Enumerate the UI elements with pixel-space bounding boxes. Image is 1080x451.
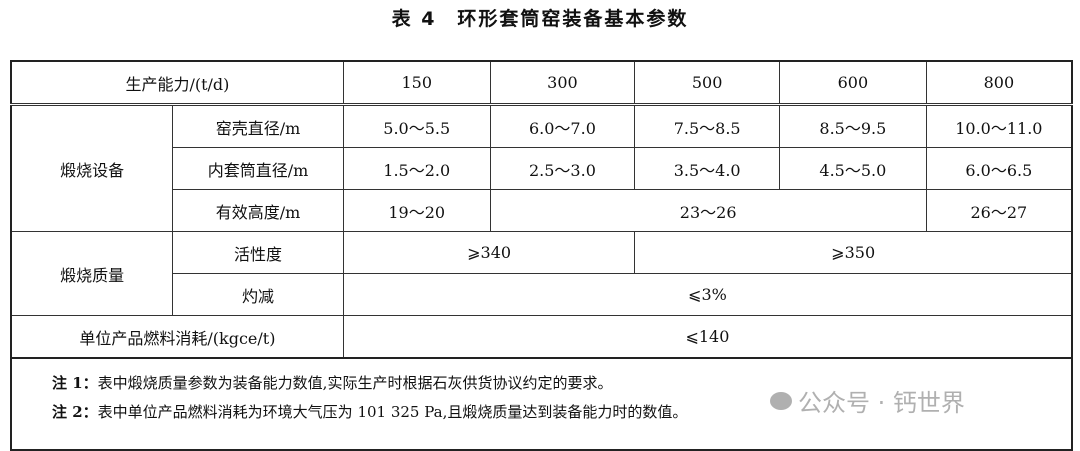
wechat-icon: [770, 391, 792, 410]
cell: 23～26: [489, 189, 927, 232]
table-row: 内套筒直径/m 1.5～2.0 2.5～3.0 3.5～4.0 4.5～5.0 …: [11, 147, 1073, 190]
note: 注 2：表中单位产品燃料消耗为环境大气压为 101 325 Pa,且煅烧质量达到…: [52, 403, 688, 421]
cell: 3.5～4.0: [634, 147, 781, 190]
table-row: 煅烧质量 活性度 ⩾340 ⩾350: [10, 231, 1073, 316]
capacity-cell: 500: [634, 60, 781, 106]
cell: ⩾340: [342, 231, 636, 274]
table-title: 表 4 环形套筒窑装备基本参数: [391, 8, 689, 30]
cell: 6.0～7.0: [489, 104, 636, 148]
cell: ⩽140: [342, 315, 1073, 359]
watermark: 公众号 · 钙世界: [770, 383, 965, 418]
cell: 10.0～11.0: [925, 104, 1073, 148]
capacity-cell: 600: [779, 60, 927, 106]
header-row: 生产能力/(t/d) 150 300 500 600 800: [10, 60, 1073, 106]
row-label: 窑壳直径/m: [172, 104, 344, 148]
notes: 注 1：表中煅烧质量参数为装备能力数值,实际生产时根据石灰供货协议约定的要求。 …: [10, 357, 1073, 451]
cell: 1.5～2.0: [342, 147, 491, 190]
parameters-table: 生产能力/(t/d) 150 300 500 600 800 煅烧设备 窑壳直径…: [10, 60, 1073, 451]
cell: 6.0～6.5: [925, 147, 1073, 190]
note: 注 1：表中煅烧质量参数为装备能力数值,实际生产时根据石灰供货协议约定的要求。: [52, 374, 613, 392]
group-label: 煅烧质量: [10, 231, 174, 316]
cell: 4.5～5.0: [779, 147, 927, 190]
table-row: 有效高度/m 19～20 23～26 26～27: [11, 189, 1073, 232]
capacity-cell: 800: [925, 60, 1073, 106]
cell: 26～27: [925, 189, 1073, 232]
table-row: 灼减 ⩽3%: [11, 273, 1073, 316]
cell: 8.5～9.5: [779, 104, 927, 148]
row-label: 内套筒直径/m: [172, 147, 344, 190]
cell: 5.0～5.5: [342, 104, 491, 148]
table-row: 煅烧设备 窑壳直径/m 5.0～5.5 6.0～7.0 7.5～8.5 8.5～…: [10, 104, 1073, 232]
row-label: 单位产品燃料消耗/(kgce/t): [10, 315, 344, 359]
row-label: 灼减: [172, 273, 344, 316]
header-label: 生产能力/(t/d): [10, 60, 344, 106]
table-row: 单位产品燃料消耗/(kgce/t) ⩽140: [10, 315, 1073, 359]
notes-row: 注 1：表中煅烧质量参数为装备能力数值,实际生产时根据石灰供货协议约定的要求。 …: [10, 357, 1073, 451]
cell: ⩽3%: [342, 273, 1073, 316]
row-label: 有效高度/m: [172, 189, 344, 232]
cell: 19～20: [342, 189, 491, 232]
cell: ⩾350: [634, 231, 1073, 274]
cell: 2.5～3.0: [489, 147, 636, 190]
group-label: 煅烧设备: [10, 104, 174, 232]
capacity-cell: 150: [342, 60, 491, 106]
cell: 7.5～8.5: [634, 104, 781, 148]
row-label: 活性度: [172, 231, 344, 274]
capacity-cell: 300: [489, 60, 636, 106]
